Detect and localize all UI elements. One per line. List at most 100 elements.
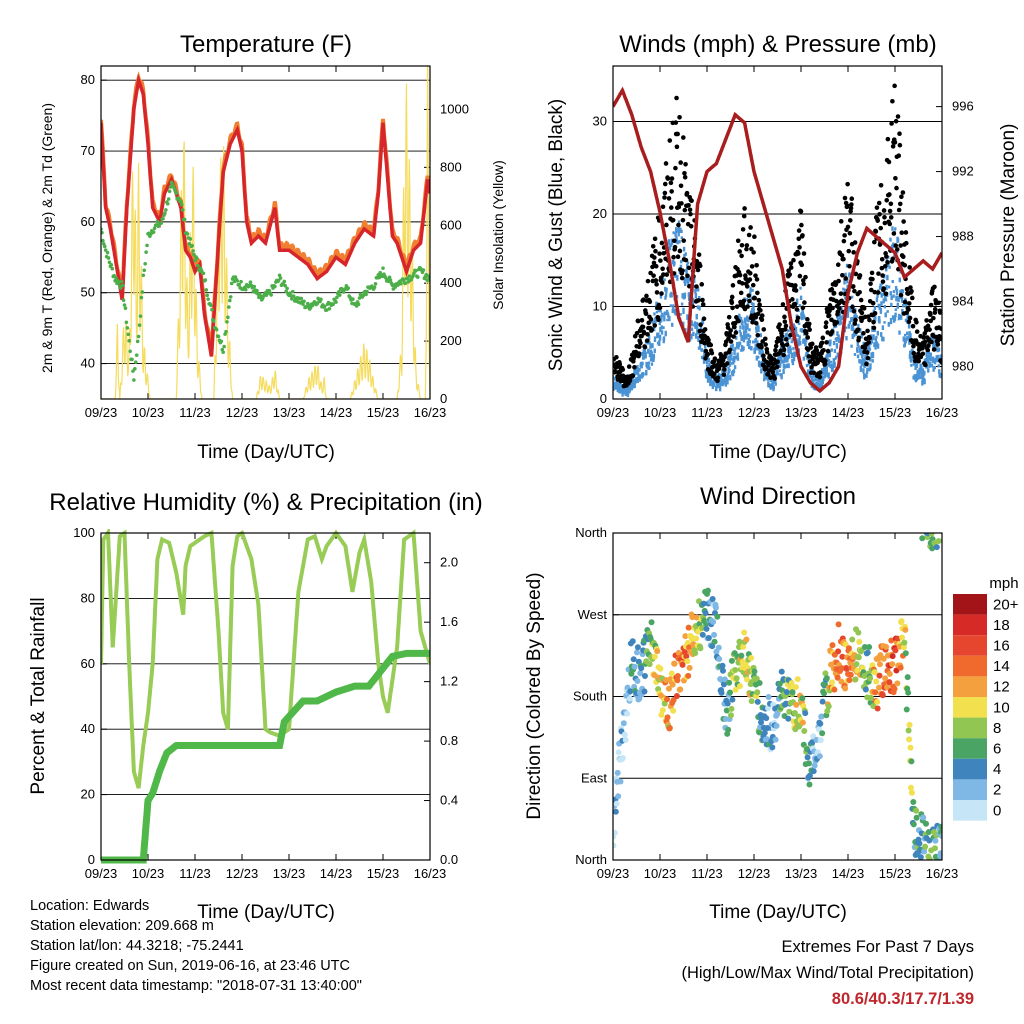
dewpoint-point [143,261,147,266]
wind-point [873,306,877,310]
wind-point [799,295,803,301]
wind-point [658,320,662,326]
wind-point [843,288,847,293]
gust-point [684,190,690,196]
dewpoint-point [324,308,329,312]
gust-point [858,297,864,303]
gust-point [847,230,853,236]
temp-title: Temperature (F) [180,31,352,58]
gust-point [675,254,681,260]
wind-point [874,337,878,342]
wind-point [625,386,629,390]
gust-point [807,327,812,333]
y-tick-label: North [575,525,607,540]
dewpoint-point [141,273,146,278]
dewpoint-point [421,268,426,272]
gust-point [683,257,689,263]
wind-point [898,313,901,317]
x-tick-label: 09/23 [597,405,630,420]
wind-point [779,363,782,367]
y-tick-label: 80 [81,590,95,605]
dewpoint-point [120,283,125,288]
wind-point [753,318,757,322]
wind-point [865,370,869,375]
direction-point [638,665,645,672]
direction-point [613,842,617,849]
rh-ylabel: Percent & Total Rainfall [28,597,49,794]
wind-point [806,351,809,354]
direction-point [697,645,704,652]
wind-point [928,361,932,366]
wind-point [718,373,721,378]
wind-point [803,315,806,319]
gust-point [803,274,808,280]
wind-point [673,309,677,315]
gust-point [668,180,674,186]
gust-point [881,208,887,213]
gust-point [911,350,917,356]
direction-point [725,726,732,733]
gust-point [739,253,744,259]
dewpoint-point [105,250,110,255]
wind-point [728,368,731,372]
gust-point [866,340,871,345]
direction-point [872,689,879,696]
wind-point [826,358,829,361]
wind-point [878,315,881,321]
wind-point [690,320,693,327]
gust-point [721,372,727,378]
direction-point [856,638,863,645]
direction-point [902,626,909,633]
gust-point [882,214,887,220]
direction-point [864,649,871,656]
gust-point [907,265,912,270]
wind-point [905,331,909,336]
direction-point [634,678,641,685]
gust-point [749,246,754,252]
wind-point [860,360,864,367]
y2-tick-label: 0.0 [440,852,458,867]
gust-point [758,308,763,313]
direction-point [615,749,622,756]
gust-point [669,176,675,181]
gust-point [680,268,685,273]
dewpoint-point [140,290,145,294]
wind-point [901,289,905,294]
gust-point [925,323,931,329]
wind-point [918,374,921,378]
gust-point [750,282,756,288]
dewpoint-point [204,288,209,292]
dewpoint-point [381,266,385,270]
wind-point [644,352,647,359]
gust-point [882,263,888,269]
wind-point [741,335,744,340]
wind-point [759,347,762,353]
wind-point [782,335,786,342]
gust-point [772,376,777,381]
gust-point [875,218,881,223]
y2-tick-label: 0.8 [440,733,458,748]
wind-point [744,325,748,330]
gust-point [859,310,865,316]
wind-point [737,343,741,347]
direction-point [846,677,853,684]
gust-point [845,224,851,230]
y-tick-label: West [578,607,608,622]
precip-line [101,649,430,864]
gust-point [939,336,942,342]
y2-tick-label: 2.0 [440,555,458,570]
wind-point [615,383,619,390]
dewpoint-point [290,289,295,294]
wind-point [755,326,758,330]
wind-point [668,315,671,322]
gust-point [881,286,887,291]
dewpoint-point [163,211,167,216]
wind-point [731,345,734,352]
gust-point [663,161,669,166]
direction-point [613,808,619,815]
wind-point [744,329,748,334]
gust-point [827,308,832,314]
wind-point [748,334,752,338]
direction-point [673,692,680,699]
direction-point [721,676,728,683]
